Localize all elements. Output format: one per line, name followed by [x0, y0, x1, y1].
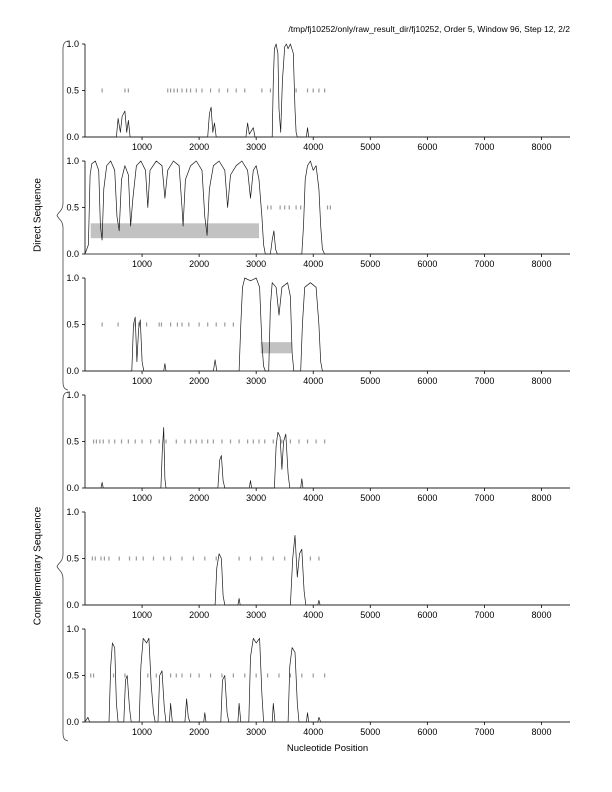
svg-text:1000: 1000: [132, 727, 152, 737]
svg-text:0.5: 0.5: [66, 671, 79, 681]
panel-svg-comp-1: 0.0 0.5 1.0 1000 2000 3000 4000 5000 6000 7000 800…: [66, 390, 570, 503]
panel-comp-1: 0.0 0.5 1.0 1000 2000 3000 4000 5000 6000 7000 800…: [0, 390, 612, 508]
svg-text:0.5: 0.5: [66, 203, 79, 213]
svg-text:3000: 3000: [246, 727, 266, 737]
svg-text:1000: 1000: [132, 142, 152, 152]
svg-text:3000: 3000: [246, 493, 266, 503]
panel-direct-3: 0.0 0.5 1.0 1000 2000 3000 4000 5000 6000 7000 800…: [0, 273, 612, 391]
svg-text:3000: 3000: [246, 610, 266, 620]
svg-text:1000: 1000: [132, 610, 152, 620]
svg-text:2000: 2000: [189, 493, 209, 503]
svg-text:2000: 2000: [189, 142, 209, 152]
svg-text:3000: 3000: [246, 142, 266, 152]
panel-svg-direct-2: 0.0 0.5 1.0 1000 2000 3000 4000 5000 6000 7000 800…: [66, 156, 570, 269]
svg-text:0.5: 0.5: [66, 437, 79, 447]
svg-text:4000: 4000: [303, 610, 323, 620]
svg-text:8000: 8000: [531, 610, 551, 620]
plot-title: /tmp/fj10252/only/raw_result_dir/fj10252…: [288, 24, 570, 34]
svg-text:2000: 2000: [189, 610, 209, 620]
direct-group-brace: [56, 40, 69, 391]
svg-text:1.0: 1.0: [66, 391, 79, 400]
svg-text:1.0: 1.0: [66, 625, 79, 634]
svg-text:2000: 2000: [189, 376, 209, 386]
svg-text:1000: 1000: [132, 493, 152, 503]
svg-text:6000: 6000: [417, 727, 437, 737]
svg-text:1.0: 1.0: [66, 157, 79, 166]
svg-text:3000: 3000: [246, 259, 266, 269]
svg-text:0.5: 0.5: [66, 86, 79, 96]
svg-text:4000: 4000: [303, 376, 323, 386]
svg-text:4000: 4000: [303, 727, 323, 737]
svg-text:6000: 6000: [417, 142, 437, 152]
svg-text:2000: 2000: [189, 727, 209, 737]
svg-text:6000: 6000: [417, 610, 437, 620]
svg-text:8000: 8000: [531, 376, 551, 386]
svg-text:8000: 8000: [531, 727, 551, 737]
complementary-group-brace: [56, 391, 69, 742]
svg-text:8000: 8000: [531, 493, 551, 503]
panel-direct-1: 0.0 0.5 1.0 1000 2000 3000 4000 5000 6000 7000 800…: [0, 39, 612, 157]
svg-text:5000: 5000: [360, 727, 380, 737]
svg-text:0.0: 0.0: [66, 600, 79, 610]
svg-text:0.0: 0.0: [66, 249, 79, 259]
svg-text:2000: 2000: [189, 259, 209, 269]
svg-text:8000: 8000: [531, 259, 551, 269]
panel-svg-comp-2: 0.0 0.5 1.0 1000 2000 3000 4000 5000 6000 7000 800…: [66, 507, 570, 620]
svg-text:0.0: 0.0: [66, 483, 79, 493]
svg-text:8000: 8000: [531, 142, 551, 152]
panel-comp-2: 0.0 0.5 1.0 1000 2000 3000 4000 5000 6000 7000 800…: [0, 507, 612, 625]
svg-text:0.5: 0.5: [66, 320, 79, 330]
svg-text:0.0: 0.0: [66, 366, 79, 376]
x-axis-label: Nucleotide Position: [286, 743, 369, 754]
svg-text:5000: 5000: [360, 142, 380, 152]
svg-text:1.0: 1.0: [66, 274, 79, 283]
svg-text:1.0: 1.0: [66, 508, 79, 517]
svg-text:6000: 6000: [417, 259, 437, 269]
svg-text:1000: 1000: [132, 259, 152, 269]
svg-text:7000: 7000: [474, 142, 494, 152]
panel-comp-3: 0.0 0.5 1.0 1000 2000 3000 4000 5000 6000 7000 800…: [0, 624, 612, 742]
svg-text:4000: 4000: [303, 493, 323, 503]
svg-text:0.0: 0.0: [66, 132, 79, 142]
svg-text:7000: 7000: [474, 727, 494, 737]
svg-text:7000: 7000: [474, 376, 494, 386]
svg-text:6000: 6000: [417, 493, 437, 503]
svg-text:5000: 5000: [360, 493, 380, 503]
panel-svg-direct-3: 0.0 0.5 1.0 1000 2000 3000 4000 5000 6000 7000 800…: [66, 273, 570, 386]
svg-text:0.0: 0.0: [66, 717, 79, 727]
svg-text:5000: 5000: [360, 610, 380, 620]
svg-text:6000: 6000: [417, 376, 437, 386]
svg-text:4000: 4000: [303, 259, 323, 269]
svg-text:7000: 7000: [474, 610, 494, 620]
svg-text:5000: 5000: [360, 259, 380, 269]
svg-text:7000: 7000: [474, 259, 494, 269]
svg-text:3000: 3000: [246, 376, 266, 386]
svg-text:4000: 4000: [303, 142, 323, 152]
svg-text:0.5: 0.5: [66, 554, 79, 564]
panels-container: 0.0 0.5 1.0 1000 2000 3000 4000 5000 6000 7000 800…: [0, 39, 612, 742]
panel-svg-comp-3: 0.0 0.5 1.0 1000 2000 3000 4000 5000 6000 7000 800…: [66, 624, 570, 737]
panel-direct-2: 0.0 0.5 1.0 1000 2000 3000 4000 5000 6000 7000 800…: [0, 156, 612, 274]
svg-text:7000: 7000: [474, 493, 494, 503]
svg-text:5000: 5000: [360, 376, 380, 386]
svg-text:1.0: 1.0: [66, 40, 79, 49]
panel-svg-direct-1: 0.0 0.5 1.0 1000 2000 3000 4000 5000 6000 7000 800…: [66, 39, 570, 152]
svg-text:1000: 1000: [132, 376, 152, 386]
